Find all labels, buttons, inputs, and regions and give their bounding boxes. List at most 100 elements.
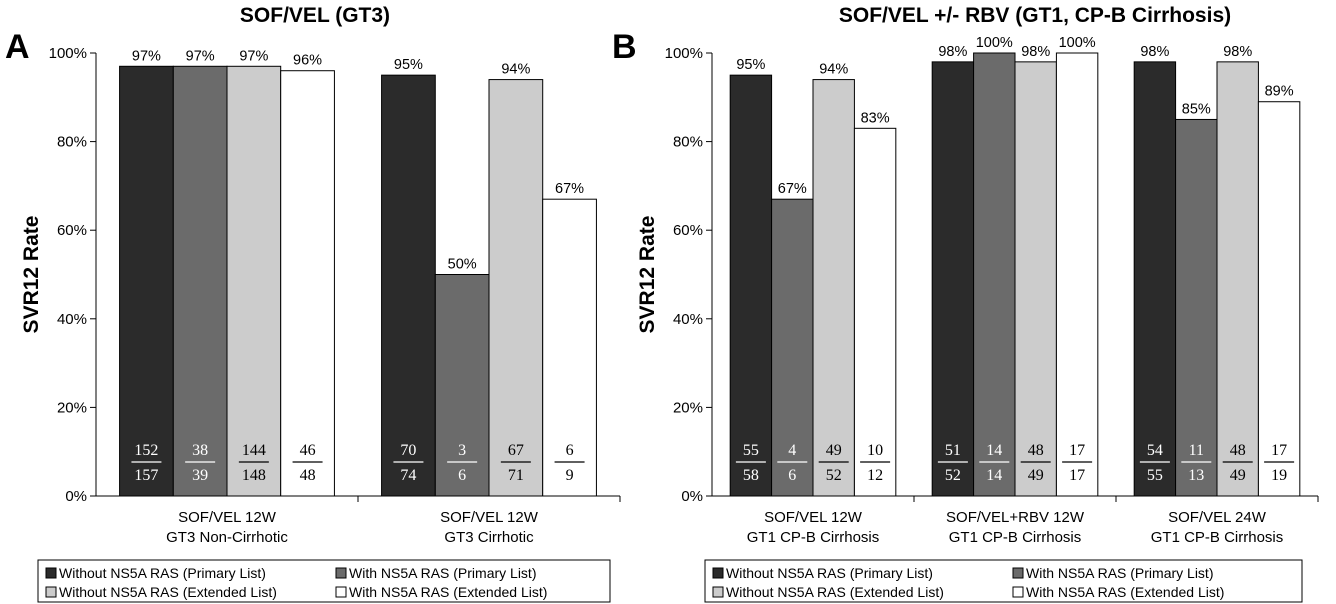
panel-a-legend (37, 559, 611, 603)
panel-a-legend-swatch (45, 586, 57, 598)
panel-a-fraction-denominator: 39 (192, 467, 208, 484)
panel-a-ytick-label: 60% (57, 222, 87, 239)
panel-b-data-label: 85% (1182, 101, 1211, 117)
panel-a-fraction-numerator: 46 (300, 442, 316, 459)
panel-a-legend-label: With NS5A RAS (Primary List) (349, 565, 536, 581)
panel-a-fraction-numerator: 70 (400, 442, 416, 459)
panel-b-fraction-denominator: 49 (1028, 467, 1044, 484)
panel-a-data-label: 97% (186, 48, 215, 64)
panel-a-data-label: 96% (293, 53, 322, 69)
panel-b-legend-label: With NS5A RAS (Extended List) (1026, 584, 1224, 600)
panel-a-letter: A (5, 28, 30, 66)
panel-b-data-label: 89% (1265, 84, 1294, 100)
panel-a-fraction-numerator: 67 (508, 442, 524, 459)
panel-b-legend-swatch (712, 586, 724, 598)
panel-b-fraction-denominator: 58 (743, 467, 759, 484)
panel-a-bar (172, 65, 228, 497)
panel-b-fraction-numerator: 17 (1069, 442, 1085, 459)
panel-b-ytick-label: 40% (673, 311, 703, 328)
panel-a-bar (542, 198, 597, 497)
panel-a-ytick-label: 100% (49, 45, 87, 62)
panel-b-fraction-numerator: 55 (743, 442, 759, 459)
panel-b-bar (973, 52, 1016, 497)
panel-b-legend-swatch (1012, 586, 1024, 598)
panel-a-fraction-denominator: 9 (566, 467, 574, 484)
panel-a-bar (488, 79, 544, 497)
panel-b-fraction-numerator: 4 (788, 442, 796, 459)
panel-a-bar (226, 65, 282, 497)
panel-b-legend (704, 559, 1303, 603)
panel-a-legend-label: Without NS5A RAS (Extended List) (59, 584, 277, 600)
panel-b-fraction-numerator: 49 (826, 442, 842, 459)
panel-a-bar (280, 70, 335, 497)
panel-b-ytick-label: 80% (673, 134, 703, 151)
panel-b-data-label: 100% (976, 35, 1013, 51)
panel-b-bar (1257, 101, 1301, 497)
panel-a-ytick-label: 20% (57, 399, 87, 416)
panel-b-legend-label: Without NS5A RAS (Primary List) (726, 565, 933, 581)
panel-b-bar (812, 79, 855, 497)
panel-a-ytick-label: 80% (57, 134, 87, 151)
panel-a-legend-swatch (335, 567, 347, 579)
panel-a-category-label: SOF/VEL 12W (178, 509, 277, 526)
panel-b-fraction-denominator: 12 (867, 467, 883, 484)
panel-b-fraction-numerator: 48 (1028, 442, 1044, 459)
panel-b-fraction-numerator: 48 (1230, 442, 1246, 459)
panel-b-fraction-denominator: 6 (788, 467, 796, 484)
panel-a-bar (434, 274, 490, 497)
panel-b-fraction-denominator: 19 (1271, 467, 1287, 484)
panel-a-fraction-numerator: 38 (192, 442, 208, 459)
panel-b-fraction-numerator: 14 (986, 442, 1002, 459)
panel-a-fraction-numerator: 144 (242, 442, 266, 459)
panel-b-bar (771, 198, 814, 497)
panel-b-legend-label: With NS5A RAS (Primary List) (1026, 565, 1213, 581)
panel-a-fraction-denominator: 74 (400, 467, 416, 484)
panel-b-data-label: 95% (736, 57, 765, 73)
panel-b-category-label: GT1 CP-B Cirrhosis (949, 529, 1082, 546)
panel-a-data-label: 95% (394, 57, 423, 73)
panel-a-ytick-label: 40% (57, 311, 87, 328)
panel-b-bar (1133, 61, 1177, 497)
panel-a-data-label: 97% (239, 48, 268, 64)
panel-b-category-label: SOF/VEL+RBV 12W (946, 509, 1085, 526)
panel-b-category-label: GT1 CP-B Cirrhosis (747, 529, 880, 546)
panel-b-legend-swatch (712, 567, 724, 579)
panel-b-title: SOF/VEL +/- RBV (GT1, CP-B Cirrhosis) (839, 4, 1231, 27)
panel-a-bar (381, 74, 436, 497)
panel-a-fraction-denominator: 148 (242, 467, 266, 484)
panel-b-fraction-denominator: 55 (1147, 467, 1163, 484)
panel-b-fraction-denominator: 17 (1069, 467, 1085, 484)
panel-b-data-label: 98% (1021, 44, 1050, 60)
panel-b-bar (1216, 61, 1259, 497)
panel-b-ytick-label: 60% (673, 222, 703, 239)
panel-a-fraction-denominator: 6 (458, 467, 466, 484)
panel-a-data-label: 94% (501, 62, 530, 78)
panel-a-legend-label: With NS5A RAS (Extended List) (349, 584, 547, 600)
panel-b-fraction-denominator: 49 (1230, 467, 1246, 484)
panel-b-data-label: 98% (1223, 44, 1252, 60)
panel-b-fraction-numerator: 51 (945, 442, 961, 459)
panel-a-fraction-numerator: 3 (458, 442, 466, 459)
panel-b-ylabel: SVR12 Rate (636, 216, 659, 334)
panel-a-data-label: 67% (555, 181, 584, 197)
panel-a-fraction-numerator: 152 (134, 442, 158, 459)
panel-b-fraction-denominator: 52 (945, 467, 961, 484)
panel-b-bar (1055, 52, 1099, 497)
panel-b-category-label: GT1 CP-B Cirrhosis (1151, 529, 1284, 546)
panel-a-fraction-numerator: 6 (566, 442, 574, 459)
panel-b-fraction-denominator: 13 (1188, 467, 1204, 484)
panel-b-category-label: SOF/VEL 12W (764, 509, 863, 526)
panel-b-fraction-numerator: 54 (1147, 442, 1163, 459)
panel-a-bar (119, 65, 174, 497)
panel-a-fraction-denominator: 48 (300, 467, 316, 484)
panel-a-title: SOF/VEL (GT3) (240, 4, 390, 27)
panel-a-data-label: 50% (448, 257, 477, 273)
panel-b-fraction-numerator: 17 (1271, 442, 1287, 459)
panel-a-legend-label: Without NS5A RAS (Primary List) (59, 565, 266, 581)
panel-b-ytick-label: 100% (665, 45, 703, 62)
panel-b-bar (853, 127, 897, 497)
panel-b-bar (1175, 118, 1218, 497)
panel-b-fraction-denominator: 52 (826, 467, 842, 484)
panel-a-legend-swatch (335, 586, 347, 598)
